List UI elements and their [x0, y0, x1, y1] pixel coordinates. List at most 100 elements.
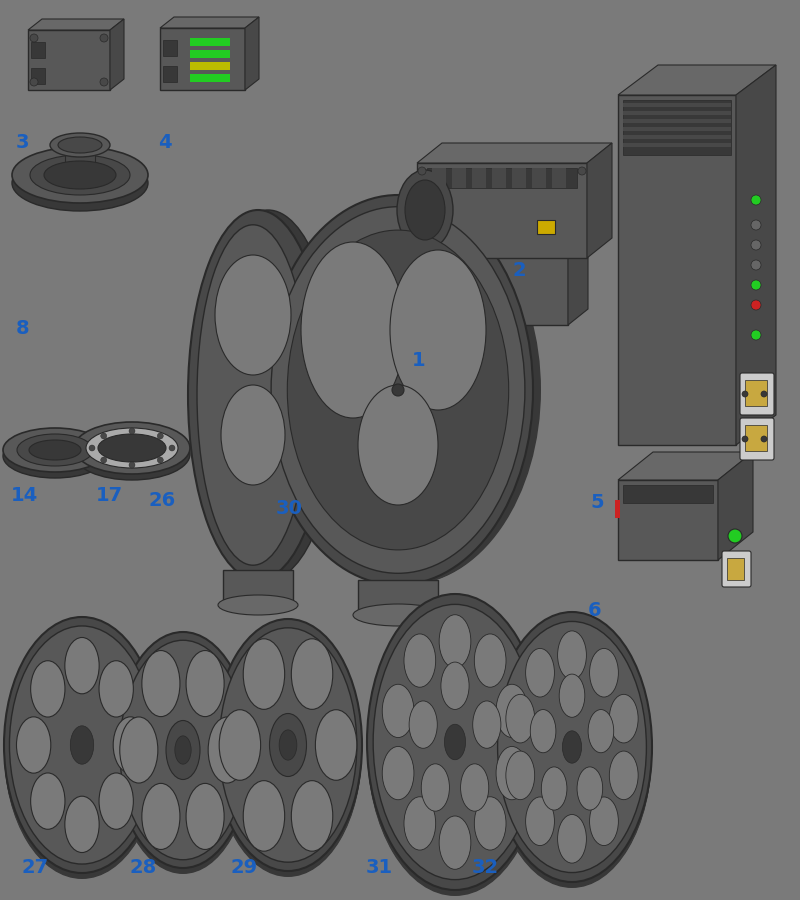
Ellipse shape	[367, 599, 543, 895]
Ellipse shape	[267, 195, 537, 585]
Ellipse shape	[218, 595, 298, 615]
Ellipse shape	[473, 701, 501, 748]
Ellipse shape	[492, 613, 652, 883]
Text: 4: 4	[158, 133, 172, 152]
Bar	[512, 168, 526, 188]
Ellipse shape	[271, 195, 541, 585]
Ellipse shape	[115, 633, 251, 869]
Ellipse shape	[474, 634, 506, 688]
Circle shape	[751, 220, 761, 230]
Bar	[190, 62, 230, 70]
Ellipse shape	[214, 620, 362, 872]
Ellipse shape	[268, 195, 538, 585]
Bar	[615, 500, 620, 518]
Text: 32: 32	[472, 858, 499, 877]
Ellipse shape	[3, 434, 107, 478]
Bar	[745, 380, 767, 406]
Ellipse shape	[214, 624, 362, 876]
Ellipse shape	[590, 797, 618, 846]
Circle shape	[742, 436, 748, 442]
Bar	[358, 580, 438, 618]
Circle shape	[751, 195, 761, 205]
Circle shape	[728, 529, 742, 543]
Ellipse shape	[506, 752, 534, 800]
Text: 17: 17	[96, 486, 123, 505]
Ellipse shape	[214, 623, 362, 875]
Ellipse shape	[114, 716, 147, 773]
Ellipse shape	[197, 225, 309, 565]
Ellipse shape	[70, 725, 94, 764]
Ellipse shape	[353, 604, 443, 626]
Text: 31: 31	[366, 858, 393, 877]
Circle shape	[751, 330, 761, 340]
Ellipse shape	[269, 195, 539, 585]
Circle shape	[89, 445, 95, 451]
Bar	[28, 30, 110, 90]
Bar	[727, 558, 744, 580]
Ellipse shape	[358, 385, 438, 505]
Ellipse shape	[382, 746, 414, 800]
Ellipse shape	[186, 783, 224, 850]
Ellipse shape	[214, 621, 362, 873]
Ellipse shape	[243, 639, 285, 709]
Bar	[552, 168, 566, 188]
Ellipse shape	[382, 684, 414, 737]
Ellipse shape	[74, 422, 190, 474]
Polygon shape	[618, 65, 776, 95]
Ellipse shape	[99, 661, 134, 717]
Circle shape	[418, 167, 426, 175]
Ellipse shape	[4, 617, 160, 873]
Text: 5: 5	[590, 493, 604, 512]
Ellipse shape	[315, 710, 357, 780]
Ellipse shape	[367, 600, 543, 896]
Ellipse shape	[367, 596, 543, 892]
Ellipse shape	[610, 752, 638, 800]
Ellipse shape	[373, 605, 537, 879]
Ellipse shape	[287, 230, 509, 550]
Ellipse shape	[407, 259, 439, 311]
Bar	[623, 485, 713, 503]
Text: 2: 2	[512, 261, 526, 280]
Ellipse shape	[439, 816, 471, 869]
Ellipse shape	[492, 618, 652, 888]
Circle shape	[129, 462, 135, 468]
Ellipse shape	[270, 714, 306, 777]
Bar	[618, 95, 736, 445]
Circle shape	[100, 78, 108, 86]
Ellipse shape	[221, 385, 285, 485]
Ellipse shape	[98, 434, 166, 462]
Bar	[413, 245, 568, 325]
Ellipse shape	[399, 249, 447, 321]
Ellipse shape	[115, 637, 251, 873]
Ellipse shape	[301, 242, 405, 418]
Ellipse shape	[265, 195, 535, 585]
Ellipse shape	[404, 796, 436, 850]
Bar	[452, 168, 466, 188]
Circle shape	[578, 167, 586, 175]
Circle shape	[101, 457, 106, 463]
Bar	[31, 68, 45, 84]
Ellipse shape	[115, 635, 251, 871]
Text: 8: 8	[16, 320, 30, 338]
Ellipse shape	[441, 662, 469, 709]
Ellipse shape	[4, 619, 160, 875]
Bar	[623, 100, 731, 155]
Ellipse shape	[74, 428, 190, 480]
Polygon shape	[618, 452, 753, 480]
Ellipse shape	[367, 598, 543, 894]
Ellipse shape	[86, 428, 178, 468]
Circle shape	[751, 240, 761, 250]
Ellipse shape	[120, 717, 158, 783]
Ellipse shape	[99, 773, 134, 829]
Ellipse shape	[526, 648, 554, 697]
Circle shape	[158, 433, 163, 439]
Ellipse shape	[367, 595, 543, 891]
Ellipse shape	[4, 618, 160, 874]
Ellipse shape	[558, 814, 586, 863]
Bar	[623, 127, 731, 131]
Polygon shape	[110, 19, 124, 90]
Ellipse shape	[3, 428, 107, 472]
Ellipse shape	[65, 796, 99, 852]
FancyBboxPatch shape	[722, 551, 751, 587]
Ellipse shape	[559, 674, 585, 717]
